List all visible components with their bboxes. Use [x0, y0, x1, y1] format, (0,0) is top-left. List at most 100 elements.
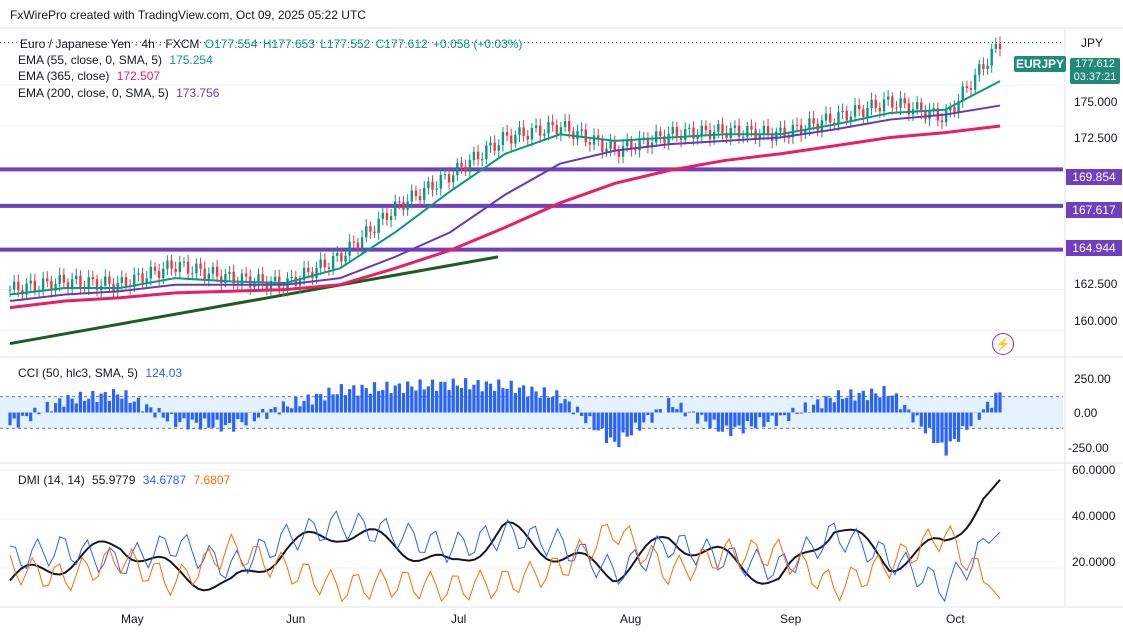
cci-bar — [658, 409, 662, 413]
instrument-legend[interactable]: Euro / Japanese Yen · 4h · FXCM O177.554… — [18, 37, 522, 51]
candle-body — [17, 281, 20, 291]
cci-bar — [869, 388, 874, 413]
candle-body — [232, 271, 235, 284]
candle-body — [228, 271, 231, 274]
cci-bar — [161, 412, 165, 418]
candle-body — [741, 136, 745, 138]
adx-value: 55.9779 — [92, 473, 136, 487]
ema55-legend[interactable]: EMA (55, close, 0, SMA, 5) 175.254 — [18, 53, 213, 67]
candle-body — [928, 110, 931, 120]
cci-bar — [194, 412, 199, 423]
cci-bar — [302, 401, 306, 413]
cci-bar — [265, 412, 269, 419]
cci-bar — [981, 409, 986, 413]
candle-body — [327, 267, 331, 269]
cci-bar — [956, 412, 961, 442]
ema365-legend[interactable]: EMA (365, close) 172.507 — [18, 69, 160, 83]
cci-bar — [882, 386, 886, 413]
candle-body — [174, 268, 177, 272]
cci-bar — [795, 412, 799, 414]
cci-bar — [20, 412, 25, 416]
currency-label[interactable]: JPY — [1068, 32, 1116, 54]
cci-bar — [886, 395, 890, 413]
cci-bar — [464, 378, 468, 413]
candle-body — [543, 133, 546, 136]
dmi-legend[interactable]: DMI (14, 14) 55.9779 34.6787 7.6807 — [18, 473, 230, 487]
cci-bar — [811, 404, 816, 413]
candle-body — [108, 276, 111, 284]
candle-body — [8, 289, 12, 291]
lightning-icon[interactable]: ⚡ — [992, 333, 1014, 355]
candle-body — [336, 253, 339, 256]
candle-body — [721, 124, 724, 133]
candle-body — [360, 237, 364, 249]
ema55-line — [9, 80, 1001, 296]
candle-body — [808, 118, 811, 130]
candle-body — [460, 162, 463, 167]
candle-body — [501, 132, 505, 146]
candle-body — [427, 181, 430, 188]
cci-bar — [770, 412, 774, 416]
cci-bar — [269, 409, 273, 413]
candle-body — [762, 125, 766, 135]
cci-tick-neg250: -250.00 — [1068, 441, 1109, 455]
x-label-may: May — [121, 612, 144, 626]
candle-body — [104, 276, 107, 286]
ema365-label: EMA (365, close) — [18, 69, 110, 83]
candle-body — [683, 128, 687, 141]
candle-body — [481, 159, 484, 161]
candle-body — [733, 125, 737, 128]
dmi-tick-20: 20.0000 — [1072, 555, 1116, 569]
cci-bar — [439, 381, 443, 413]
cci-bar — [778, 412, 783, 416]
plus-di-line — [9, 509, 1001, 603]
cci-bar — [207, 412, 211, 428]
cci-bar — [816, 399, 820, 413]
candle-body — [973, 74, 977, 90]
candle-body — [874, 99, 877, 108]
cci-bar — [493, 390, 497, 413]
candle-body — [878, 107, 882, 112]
cci-bar — [592, 412, 596, 431]
candle-body — [58, 274, 61, 284]
candle-body — [704, 125, 708, 131]
cci-bar — [555, 390, 559, 413]
cci-bar — [965, 412, 969, 430]
ema200-legend[interactable]: EMA (200, close, 0, SMA, 5) 173.756 — [18, 86, 219, 100]
candle-body — [783, 127, 786, 138]
cci-bar — [107, 400, 112, 413]
cci-bar — [91, 390, 95, 413]
candle-body — [965, 86, 969, 89]
cci-bar — [861, 390, 865, 413]
candle-body — [377, 218, 380, 233]
price-tick-1625: 162.500 — [1074, 277, 1118, 291]
candle-body — [853, 105, 857, 117]
candle-body — [949, 107, 952, 111]
candle-body — [907, 103, 911, 115]
dmi-tick-40: 40.0000 — [1072, 509, 1116, 523]
cci-bar — [729, 412, 733, 437]
cci-bar — [414, 390, 418, 413]
cci-bar — [990, 407, 994, 413]
cci-legend[interactable]: CCI (50, hlc3, SMA, 5) 124.03 — [18, 366, 182, 380]
cci-bar — [356, 395, 360, 413]
candle-body — [344, 255, 347, 262]
candle-body — [559, 127, 563, 134]
cci-bar — [733, 412, 737, 427]
cci-bar — [319, 394, 323, 413]
cci-bar — [418, 379, 422, 413]
cci-bar — [368, 393, 372, 413]
cci-bar — [182, 412, 186, 419]
candle-body — [700, 125, 703, 137]
cci-bar — [149, 407, 153, 413]
cci-bar — [66, 395, 70, 413]
candle-body — [530, 127, 534, 140]
cci-bar — [497, 379, 501, 413]
level-tag-2: 167.617 — [1066, 202, 1122, 218]
candle-body — [149, 266, 153, 279]
cci-bar — [16, 412, 20, 428]
candle-body — [592, 135, 596, 145]
candle-body — [468, 160, 471, 172]
cci-bar — [443, 381, 447, 413]
